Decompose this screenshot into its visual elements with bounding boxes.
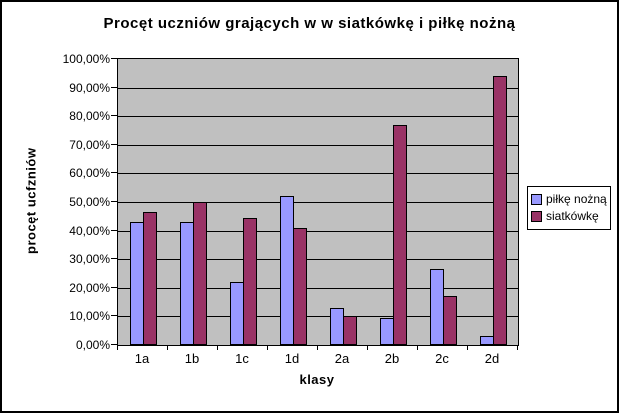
x-tick-mark (467, 345, 468, 350)
x-category-label-1a: 1a (134, 351, 150, 366)
y-tick-label: 60,00% (69, 166, 110, 181)
y-tick-mark (111, 86, 117, 88)
bar-series2-1a[interactable] (143, 212, 157, 345)
x-tick-mark (267, 345, 268, 350)
y-tick-mark (111, 229, 117, 231)
legend-label: piłkę nożną (546, 192, 607, 206)
gridline (118, 230, 518, 232)
bar-series1-2a[interactable] (330, 307, 344, 345)
bar-series2-1c[interactable] (243, 217, 257, 345)
y-tick-label: 50,00% (69, 195, 110, 209)
x-tick-mark (417, 345, 418, 350)
y-tick-mark (111, 315, 117, 317)
gridline (118, 173, 518, 175)
bar-group-1b (168, 59, 218, 345)
bar-group-2a (318, 59, 368, 345)
y-tick-label: 0,00% (75, 338, 110, 352)
legend-swatch-icon (531, 194, 542, 205)
gridline (118, 87, 518, 89)
y-tick-label: 70,00% (69, 137, 110, 152)
y-tick-mark (111, 286, 117, 288)
x-axis-title: klasy (299, 372, 335, 387)
x-tick-mark (117, 345, 118, 350)
bar-series1-2b[interactable] (380, 317, 394, 345)
gridline (118, 144, 518, 146)
x-category-label-2d: 2d (484, 351, 500, 366)
y-tick-label: 10,00% (69, 309, 110, 324)
y-tick-mark (111, 172, 117, 174)
gridline (118, 116, 518, 118)
x-category-label-2c: 2c (435, 351, 449, 366)
legend-label: siatkówkę (546, 209, 599, 223)
x-category-label-1b: 1b (184, 351, 200, 366)
x-tick-mark (317, 345, 318, 350)
gridline (118, 316, 518, 318)
bar-series2-2c[interactable] (443, 296, 457, 345)
bar-group-2d (468, 59, 518, 345)
legend-entry-series2[interactable]: siatkówkę (531, 208, 607, 225)
bar-series2-2a[interactable] (343, 316, 357, 345)
bar-group-1c (218, 59, 268, 345)
bar-group-1a (118, 59, 168, 345)
y-tick-mark (111, 344, 117, 345)
y-tick-label: 90,00% (69, 80, 110, 95)
bar-group-2c (418, 59, 468, 345)
y-tick-label: 80,00% (69, 109, 110, 124)
bar-series2-2b[interactable] (393, 124, 407, 345)
bar-series1-2d[interactable] (480, 336, 494, 345)
x-tick-mark (517, 345, 518, 350)
y-tick-mark (111, 258, 117, 260)
y-tick-label: 100,00% (62, 52, 110, 66)
y-tick-mark (111, 201, 117, 202)
x-category-label-1c: 1c (235, 351, 249, 366)
y-tick-label: 30,00% (69, 252, 110, 267)
chart-title: Procęt uczniów grających w w siatkówkę i… (103, 15, 516, 32)
legend-swatch-icon (531, 211, 542, 222)
x-category-label-2a: 2a (334, 351, 350, 366)
legend-entry-series1[interactable]: piłkę nożną (531, 191, 607, 208)
bar-series1-1c[interactable] (230, 282, 244, 345)
bar-series1-2c[interactable] (430, 269, 444, 345)
gridline (118, 259, 518, 261)
bar-series1-1a[interactable] (130, 222, 144, 345)
bars-layer (118, 59, 518, 345)
x-category-label-1d: 1d (284, 351, 300, 366)
gridline (118, 202, 518, 203)
bar-group-2b (368, 59, 418, 345)
x-tick-mark (167, 345, 168, 350)
bar-series2-2d[interactable] (493, 76, 507, 345)
gridline (118, 287, 518, 289)
y-tick-label: 40,00% (69, 223, 110, 238)
bar-group-1d (268, 59, 318, 345)
bar-series1-1d[interactable] (280, 196, 294, 345)
legend: piłkę nożną siatkówkę (527, 186, 611, 230)
y-tick-mark (111, 58, 117, 59)
x-category-label-2b: 2b (384, 351, 400, 366)
bar-series1-1b[interactable] (180, 222, 194, 345)
bar-series2-1d[interactable] (293, 227, 307, 345)
x-tick-mark (367, 345, 368, 350)
y-tick-mark (111, 115, 117, 117)
x-tick-mark (217, 345, 218, 350)
bar-series2-1b[interactable] (193, 202, 207, 345)
y-tick-mark (111, 143, 117, 145)
plot-area (117, 58, 519, 346)
y-tick-label: 20,00% (69, 280, 110, 295)
